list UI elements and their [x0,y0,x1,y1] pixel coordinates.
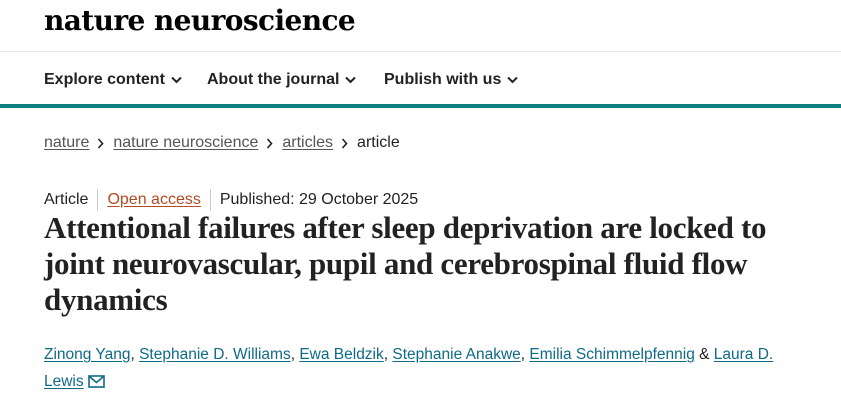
published-date: Published: 29 October 2025 [219,191,419,208]
author-separator: , [290,346,300,363]
article-meta: Article Open access Published: 29 Octobe… [44,189,418,211]
breadcrumb: nature nature neuroscience articles arti… [44,134,400,152]
nav-explore-content[interactable]: Explore content [44,71,182,89]
chevron-down-icon [345,76,357,84]
breadcrumb-current: article [357,134,400,151]
breadcrumb-articles[interactable]: articles [282,134,334,151]
author-link[interactable]: Ewa Beldzik [299,346,384,363]
article-type: Article [44,191,89,208]
mail-icon[interactable] [87,375,105,388]
open-access-link[interactable]: Open access [107,191,201,208]
chevron-right-icon [341,137,348,149]
chevron-down-icon [507,76,519,84]
main-nav: Explore content About the journal Publis… [0,52,841,108]
author-link[interactable]: Stephanie D. Williams [139,346,291,363]
nav-about-journal[interactable]: About the journal [207,71,357,89]
nav-item-label: Explore content [44,71,165,88]
meta-divider [209,189,211,211]
meta-divider [97,189,99,211]
author-link[interactable]: Emilia Schimmelpfennig [529,346,695,363]
article-title: Attentional failures after sleep depriva… [44,210,767,317]
journal-logo[interactable]: nature neuroscience [44,4,356,37]
author-link[interactable]: Laura D. Lewis [44,346,774,390]
author-separator: , [520,346,530,363]
chevron-right-icon [98,137,104,149]
brand-bar: nature neuroscience [0,0,841,52]
author-link[interactable]: Stephanie Anakwe [392,346,521,363]
chevron-down-icon [171,76,182,84]
author-separator: , [383,346,393,363]
nav-item-label: About the journal [207,71,340,88]
chevron-right-icon [267,137,273,149]
author-list: Zinong Yang, Stephanie D. Williams, Ewa … [44,341,804,395]
nav-publish-with-us[interactable]: Publish with us [384,71,519,89]
author-separator: & [694,346,714,363]
author-link[interactable]: Zinong Yang [44,346,131,363]
nav-item-label: Publish with us [384,71,502,88]
breadcrumb-nature-neuroscience[interactable]: nature neuroscience [113,134,259,151]
breadcrumb-nature[interactable]: nature [44,134,90,151]
author-separator: , [130,346,140,363]
